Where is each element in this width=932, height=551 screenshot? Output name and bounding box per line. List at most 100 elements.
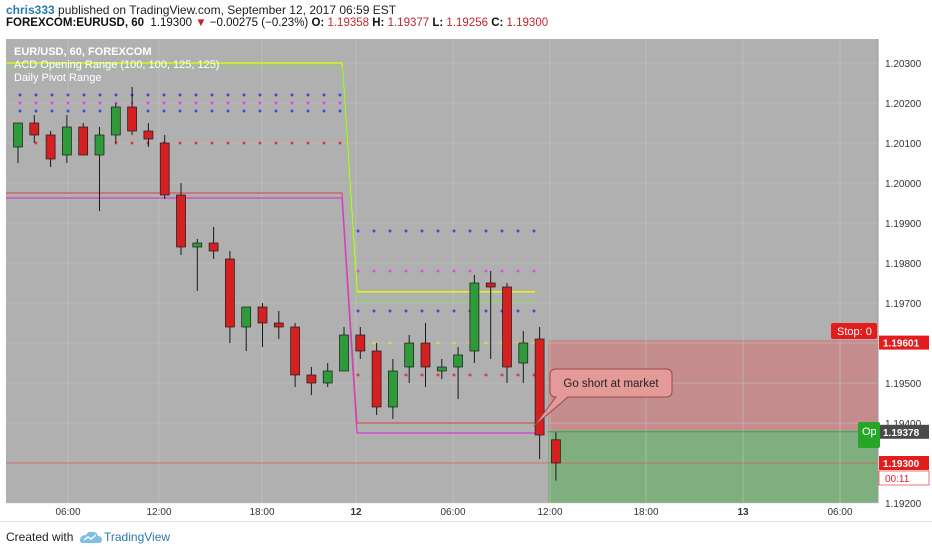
open-entry-label[interactable]: Op <box>858 422 880 448</box>
y-tick-label: 1.19400 <box>885 419 922 430</box>
pivot-dot <box>388 341 392 345</box>
publish-info: published on TradingView.com, September … <box>58 3 397 17</box>
candle-body <box>502 286 512 368</box>
price-chart[interactable]: 1.20300 1.20200 1.20100 1.20000 1.19900 1.198… <box>0 33 932 521</box>
svg-text:Stop: 0: Stop: 0 <box>837 326 872 338</box>
pivot-dot <box>420 229 424 233</box>
pivot-dot <box>82 101 86 105</box>
pivot-dot <box>356 373 360 377</box>
pivot-dot <box>50 93 54 97</box>
candle <box>110 103 121 143</box>
pivot-dot <box>306 93 310 97</box>
price-tag-label: 1.19601 <box>883 339 920 350</box>
pivot-dot <box>162 101 166 105</box>
footer: Created with TradingView <box>0 521 932 551</box>
tradingview-link[interactable]: TradingView <box>104 530 171 544</box>
y-tick-label: 1.20300 <box>885 59 922 70</box>
trade-callout[interactable]: Go short at market <box>533 368 673 427</box>
pivot-dot <box>420 373 424 377</box>
pivot-dot <box>452 341 456 345</box>
candle-body <box>159 142 170 196</box>
author-name[interactable]: chris333 <box>6 3 55 17</box>
symbol-line: FOREXCOM:EURUSD, 60 <box>6 17 145 29</box>
pivot-dot <box>258 101 262 105</box>
pivot-dot <box>178 93 182 97</box>
pivot-dot <box>322 93 326 97</box>
tradingview-logo-icon[interactable] <box>78 529 104 545</box>
pivot-dot <box>258 109 262 113</box>
y-tick-label: 1.19500 <box>885 379 922 390</box>
candle-body <box>388 370 398 408</box>
legend-acd: ACD Opening Range (100, 100, 125, 125) <box>14 59 219 71</box>
candle-body <box>208 242 219 252</box>
pivot-dot <box>194 141 198 145</box>
price-tag <box>879 456 929 470</box>
candle <box>339 327 349 372</box>
price-tag <box>879 424 929 439</box>
pivot-dot <box>34 141 38 145</box>
price-tag <box>879 335 929 350</box>
candle-body <box>257 306 268 324</box>
candle <box>469 275 480 363</box>
candle-body <box>62 126 72 156</box>
pivot-dot <box>290 141 294 145</box>
candle-body <box>13 122 23 148</box>
candle <box>29 115 40 143</box>
legend-pivot: Daily Pivot Range <box>14 72 101 84</box>
pivot-dot <box>484 341 488 345</box>
acd-upper-inner-line <box>6 66 535 302</box>
time-axis: 06:00 12:00 18:00 12 06:00 12:00 18:00 13 06:00 <box>55 507 852 518</box>
pivot-dot <box>194 109 198 113</box>
low-label: L: <box>432 17 444 29</box>
price-tag-label: 1.19300 <box>883 459 920 470</box>
x-tick-label: 12:00 <box>537 507 562 518</box>
candle <box>322 363 333 387</box>
pivot-dot <box>516 309 520 313</box>
pivot-dot <box>484 229 488 233</box>
publish-header: chris333 published on TradingView.com, S… <box>6 3 396 17</box>
pivot-dot <box>66 93 70 97</box>
down-arrow-icon: ▼ <box>195 17 207 29</box>
candle-body <box>371 350 382 408</box>
acd-lower-line <box>6 197 535 434</box>
candle-body <box>306 374 317 384</box>
pivot-dot <box>178 101 182 105</box>
candle-body <box>339 334 349 372</box>
candle-body <box>551 439 561 464</box>
candle-body <box>241 306 252 328</box>
pivot-dot <box>338 141 342 145</box>
pivot-dot <box>404 229 408 233</box>
pivot-dot <box>484 309 488 313</box>
price-axis: 1.20300 1.20200 1.20100 1.20000 1.19900 1.198… <box>877 33 932 521</box>
x-tick-label: 18:00 <box>249 507 274 518</box>
low-value: 1.19256 <box>446 17 488 29</box>
candle <box>143 123 154 147</box>
pivot-dot <box>242 109 246 113</box>
pivot-dot <box>306 109 310 113</box>
pivot-dot <box>306 101 310 105</box>
pivot-dot <box>210 109 214 113</box>
close-label: C: <box>491 17 504 29</box>
pivot-dot <box>516 229 520 233</box>
created-with-label: Created with <box>6 530 74 544</box>
pivot-dot <box>226 101 230 105</box>
candle-body <box>469 282 480 352</box>
candle-body <box>420 342 431 368</box>
candle-body <box>143 130 154 140</box>
candle <box>534 327 545 459</box>
pivot-dot <box>82 109 86 113</box>
pivot-dot <box>420 269 424 273</box>
pivot-dot <box>210 93 214 97</box>
candle <box>225 251 235 343</box>
candle-body <box>485 282 496 288</box>
pivot-dot <box>452 269 456 273</box>
candle <box>355 327 366 359</box>
pivot-dot <box>500 373 504 377</box>
price-change: −0.00275 (−0.23%) <box>209 17 309 29</box>
candle-body <box>273 322 284 328</box>
pivot-dot <box>258 141 262 145</box>
pivot-dot <box>290 109 294 113</box>
stop-label[interactable]: Stop: 0 <box>831 323 877 339</box>
candle <box>127 87 137 135</box>
candle-body <box>518 342 529 364</box>
